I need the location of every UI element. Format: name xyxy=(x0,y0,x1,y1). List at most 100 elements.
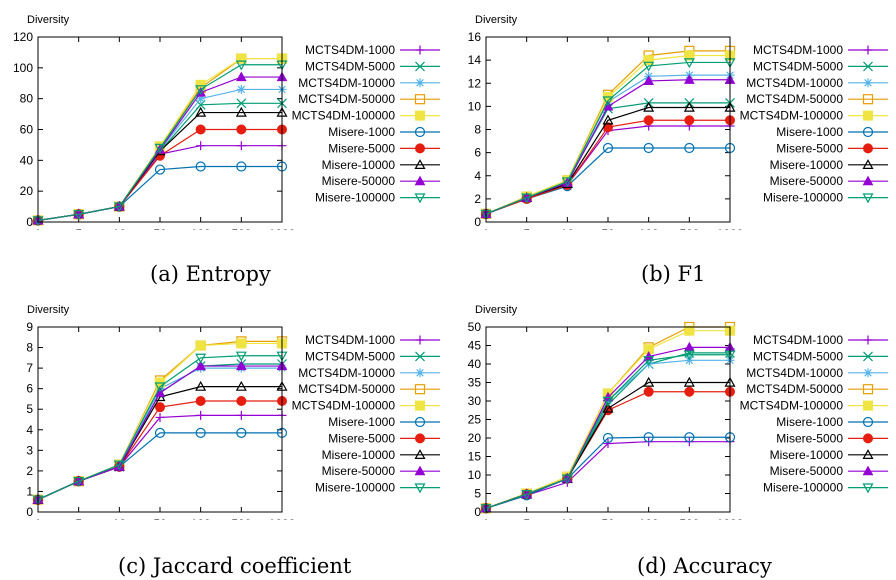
y-tick-label: 5 xyxy=(474,487,481,501)
legend-marker xyxy=(415,400,425,411)
legend-marker xyxy=(862,94,874,105)
data-point xyxy=(602,396,614,407)
series-misere-5000 xyxy=(481,115,735,219)
legend-marker xyxy=(414,416,426,428)
data-point xyxy=(643,75,655,86)
x-tick-label: 1 xyxy=(35,227,42,230)
series-line xyxy=(485,346,730,509)
legend-label: MCTS4DM-100000 xyxy=(292,109,396,123)
legend-label: MCTS4DM-5000 xyxy=(753,349,843,363)
series-line xyxy=(37,64,282,222)
series-misere-100000 xyxy=(480,58,736,220)
x-tick-label: 1000 xyxy=(269,517,296,520)
y-tick-label: 8 xyxy=(26,341,33,355)
data-point xyxy=(643,376,655,387)
legend-label: Misere-50000 xyxy=(322,464,396,478)
data-point xyxy=(155,402,165,413)
series-line xyxy=(37,57,282,222)
legend-marker xyxy=(415,61,425,72)
x-tick-label: 500 xyxy=(679,517,699,520)
chart-panel-jaccard: Diversity01234567891510501005001000top-K… xyxy=(0,290,448,545)
legend-label: MCTS4DM-5000 xyxy=(305,59,395,73)
chart-panel-entropy: Diversity 0 20 40 60 80 100 120 1 5 10 50 100 500 1000… xyxy=(0,0,448,255)
y-axis-label: Diversity xyxy=(475,14,518,26)
x-tick-label: 500 xyxy=(679,227,699,230)
series-line xyxy=(37,102,282,222)
caption-entropy: (a) Entropy xyxy=(150,262,271,286)
legend-marker xyxy=(862,159,874,169)
legend-label: Misere-1000 xyxy=(328,125,395,139)
legend-label: Misere-5000 xyxy=(328,141,395,155)
data-point xyxy=(602,142,614,154)
legend-marker xyxy=(862,384,874,395)
legend-label: MCTS4DM-1000 xyxy=(753,333,843,347)
data-point xyxy=(684,325,695,336)
legend-marker xyxy=(863,78,873,88)
series-misere-100000 xyxy=(480,350,736,515)
legend-marker xyxy=(862,416,874,428)
legend-label: MCTS4DM-1000 xyxy=(305,43,395,57)
data-point xyxy=(195,340,206,351)
legend-marker xyxy=(414,126,426,138)
legend-label: Misere-5000 xyxy=(776,141,843,155)
data-point xyxy=(196,410,206,420)
legend-label: Misere-10000 xyxy=(322,158,396,172)
legend-marker xyxy=(863,368,873,378)
legend-label: Misere-5000 xyxy=(328,431,395,445)
y-tick-label: 60 xyxy=(20,123,34,137)
legend-label: MCTS4DM-100000 xyxy=(740,399,844,413)
data-point xyxy=(643,386,654,397)
legend-label: Misere-10000 xyxy=(322,448,396,462)
data-point xyxy=(235,106,247,117)
legend-label: MCTS4DM-50000 xyxy=(746,382,843,396)
data-point xyxy=(602,432,614,444)
chart-panel-accuracy: Diversity0510152025303540455015105010050… xyxy=(448,290,896,545)
series-line xyxy=(37,432,282,501)
series-misere-5000 xyxy=(33,396,287,505)
x-tick-label: 500 xyxy=(231,517,251,520)
y-tick-label: 20 xyxy=(468,431,482,445)
x-tick-label: 5 xyxy=(523,227,530,230)
data-point xyxy=(236,427,247,438)
caption-jaccard: (c) Jaccard coefficient xyxy=(118,554,352,578)
data-point xyxy=(643,356,655,367)
data-point xyxy=(196,141,206,151)
y-tick-label: 5 xyxy=(26,402,33,416)
y-tick-label: 0 xyxy=(26,505,33,519)
chart-panel-f1: Diversity02468101214161510501005001000to… xyxy=(448,0,896,255)
legend-marker xyxy=(863,143,873,154)
y-tick-label: 20 xyxy=(20,184,34,198)
legend-marker xyxy=(414,384,426,395)
data-point xyxy=(684,115,695,126)
series-mcts4dm-10000 xyxy=(481,355,735,513)
legend-label: Misere-50000 xyxy=(322,174,396,188)
legend-label: MCTS4DM-5000 xyxy=(753,59,843,73)
legend-marker xyxy=(862,175,874,186)
y-axis-label: Diversity xyxy=(27,14,70,26)
series-mcts4dm-5000 xyxy=(33,98,287,226)
legend-label: MCTS4DM-1000 xyxy=(753,43,843,57)
x-tick-label: 5 xyxy=(523,517,530,520)
series-line xyxy=(37,355,282,501)
legend-label: Misere-10000 xyxy=(770,448,844,462)
legend-label: MCTS4DM-1000 xyxy=(305,333,395,347)
x-tick-label: 1000 xyxy=(269,227,296,230)
legend-label: Misere-100000 xyxy=(315,191,395,205)
y-tick-label: 15 xyxy=(468,450,482,464)
series-mcts4dm-1000 xyxy=(481,437,735,513)
data-point xyxy=(195,124,206,135)
y-tick-label: 12 xyxy=(468,76,482,90)
y-tick-label: 14 xyxy=(468,53,482,67)
legend-marker xyxy=(414,175,426,186)
legend-label: Misere-1000 xyxy=(328,415,395,429)
legend-label: MCTS4DM-10000 xyxy=(746,366,843,380)
data-point xyxy=(236,53,247,64)
data-point xyxy=(561,177,573,188)
data-point xyxy=(195,353,207,364)
data-point xyxy=(643,115,654,126)
legend-label: Misere-1000 xyxy=(776,415,843,429)
caption-f1: (b) F1 xyxy=(641,262,706,286)
series-line xyxy=(485,352,730,509)
plot-frame xyxy=(485,326,731,513)
data-point xyxy=(195,161,206,172)
